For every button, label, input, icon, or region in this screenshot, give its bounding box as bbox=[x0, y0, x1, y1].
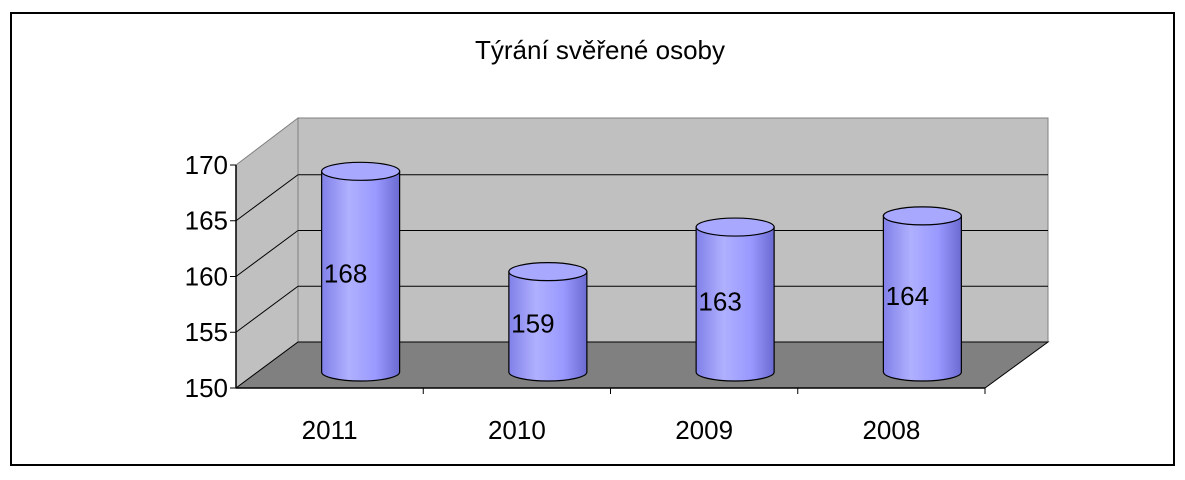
grid-line bbox=[235, 174, 299, 222]
data-label: 164 bbox=[886, 281, 929, 311]
y-tick-label: 155 bbox=[185, 317, 228, 347]
grid-line bbox=[235, 285, 299, 333]
chart-title: Týrání svěřené osoby bbox=[475, 35, 725, 65]
y-tick-label: 170 bbox=[185, 150, 228, 180]
x-tick-label: 2011 bbox=[302, 415, 358, 445]
y-tick-label: 165 bbox=[185, 206, 228, 236]
data-label: 159 bbox=[511, 309, 554, 339]
bar bbox=[321, 170, 401, 382]
bar bbox=[695, 226, 775, 382]
y-tick-label: 160 bbox=[185, 261, 228, 291]
bar-top bbox=[882, 206, 962, 226]
x-tick-label: 2010 bbox=[488, 415, 546, 445]
x-tick-label: 2008 bbox=[862, 415, 920, 445]
data-label: 168 bbox=[324, 259, 367, 289]
bar bbox=[508, 271, 588, 382]
y-tick-label: 150 bbox=[185, 373, 228, 403]
bar bbox=[882, 215, 962, 382]
bar-top bbox=[695, 217, 775, 237]
bar-top bbox=[321, 161, 401, 181]
bar-top bbox=[508, 262, 588, 282]
grid-line bbox=[235, 230, 299, 277]
x-tick-label: 2009 bbox=[675, 415, 733, 445]
data-label: 163 bbox=[698, 286, 741, 316]
